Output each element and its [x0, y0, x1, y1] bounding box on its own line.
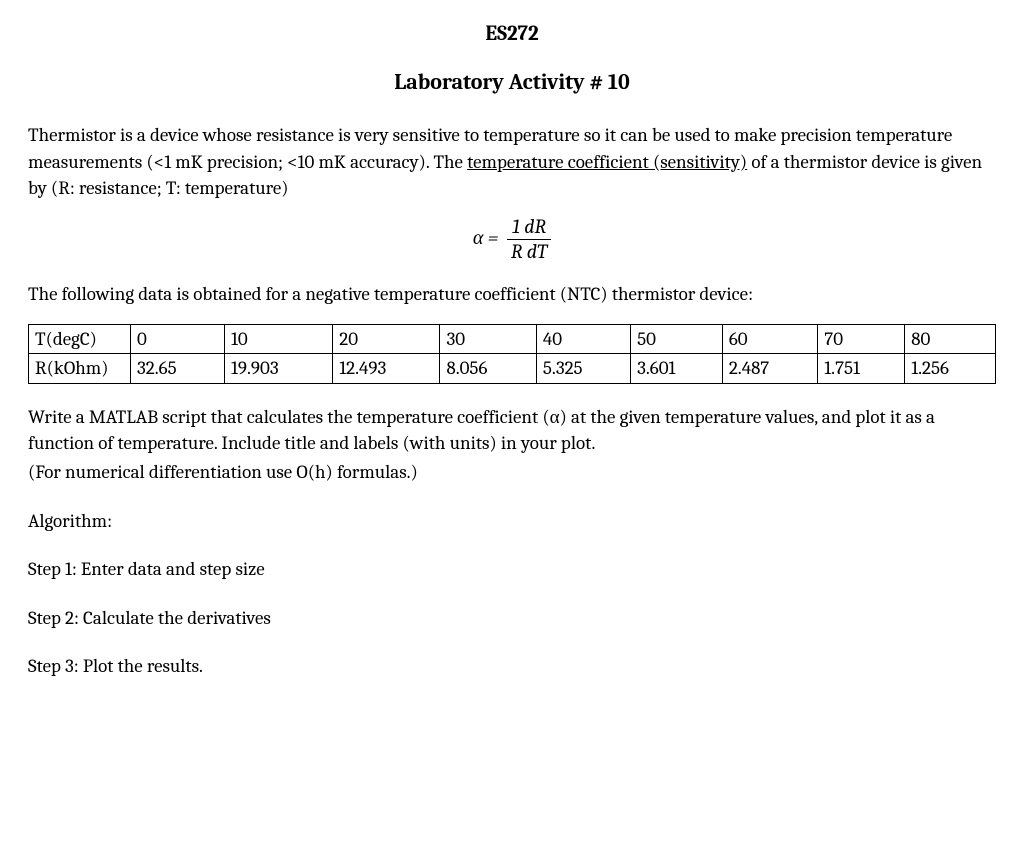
- table-cell: 40: [536, 324, 630, 354]
- equation: α = 1 dR R dT: [28, 216, 996, 263]
- intro-underlined: temperature coefficient (sensitivity): [467, 151, 747, 173]
- table-cell: 8.056: [440, 354, 536, 384]
- table-row-label: R(kOhm): [29, 354, 131, 384]
- table-cell: 2.487: [722, 354, 817, 384]
- course-code: ES272: [28, 20, 996, 49]
- equation-fraction: 1 dR R dT: [507, 216, 551, 263]
- table-cell: 0: [131, 324, 225, 354]
- algorithm-label: Algorithm:: [28, 508, 996, 535]
- algorithm-step-3: Step 3: Plot the results.: [28, 653, 996, 680]
- table-cell: 5.325: [536, 354, 630, 384]
- table-cell: 1.751: [818, 354, 905, 384]
- table-row: T(degC)01020304050607080: [29, 324, 996, 354]
- equation-lhs: α =: [473, 226, 499, 249]
- task-note: (For numerical differentiation use O(h) …: [28, 459, 996, 486]
- table-cell: 12.493: [333, 354, 440, 384]
- data-intro: The following data is obtained for a neg…: [28, 281, 996, 308]
- table-cell: 30: [440, 324, 536, 354]
- table-cell: 3.601: [631, 354, 723, 384]
- table-cell: 19.903: [225, 354, 333, 384]
- table-row: R(kOhm)32.6519.90312.4938.0565.3253.6012…: [29, 354, 996, 384]
- equation-denominator: R dT: [507, 240, 551, 263]
- table-cell: 10: [225, 324, 333, 354]
- task-paragraph: Write a MATLAB script that calculates th…: [28, 404, 996, 457]
- table-cell: 50: [631, 324, 723, 354]
- algorithm-step-2: Step 2: Calculate the derivatives: [28, 605, 996, 632]
- table-cell: 60: [722, 324, 817, 354]
- intro-paragraph: Thermistor is a device whose resistance …: [28, 122, 996, 202]
- table-cell: 80: [905, 324, 996, 354]
- table-cell: 1.256: [905, 354, 996, 384]
- algorithm-step-1: Step 1: Enter data and step size: [28, 556, 996, 583]
- table-row-label: T(degC): [29, 324, 131, 354]
- table-cell: 70: [818, 324, 905, 354]
- equation-numerator: 1 dR: [507, 216, 551, 240]
- table-cell: 32.65: [131, 354, 225, 384]
- table-cell: 20: [333, 324, 440, 354]
- lab-title: Laboratory Activity # 10: [28, 67, 996, 98]
- data-table: T(degC)01020304050607080R(kOhm)32.6519.9…: [28, 324, 996, 384]
